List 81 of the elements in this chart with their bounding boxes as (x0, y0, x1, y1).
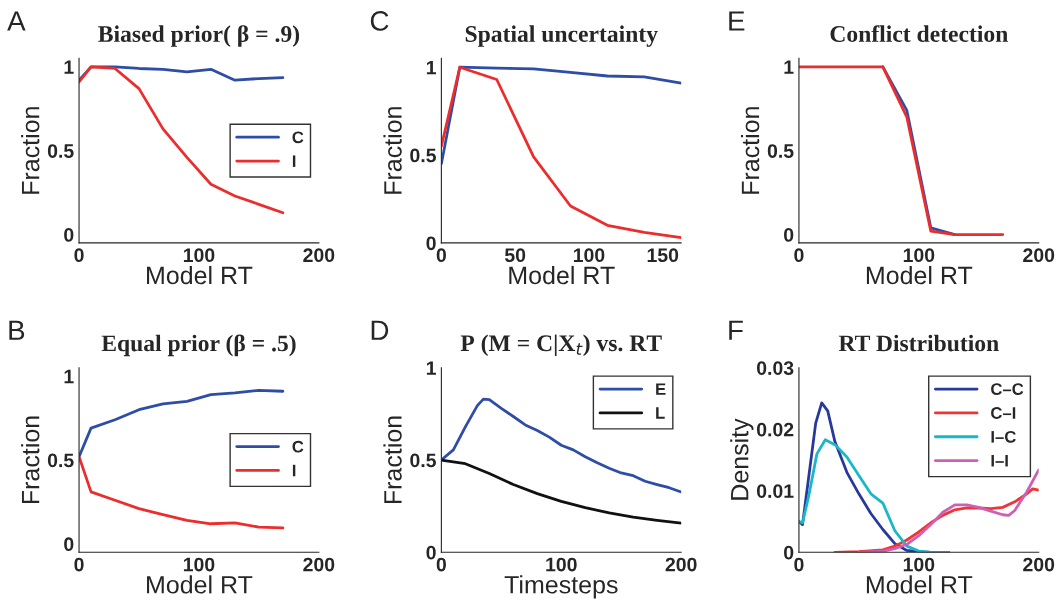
legend-label: C (292, 131, 304, 144)
y-tick-label: 0 (64, 537, 74, 552)
y-tick-label: 0 (784, 545, 794, 560)
x-tick-label: 50 (504, 248, 526, 263)
chart-title: P (M = C|X$_{t}$) vs. RT (460, 334, 662, 357)
chart-title: Spatial uncertainty (465, 25, 658, 47)
text: D (371, 320, 389, 340)
legend-label: E (656, 383, 666, 395)
text: F (729, 320, 743, 340)
y-tick-label: 1 (64, 60, 74, 74)
legend-label: I–I (991, 454, 1008, 467)
chart-title: Biased prior( β = .9) (98, 25, 300, 47)
x-tick-label: 100 (183, 248, 215, 263)
y-tick-label: 1 (64, 369, 74, 384)
line-series (798, 65, 1005, 236)
chart-title: Conflict detection (830, 25, 1008, 42)
text: A (7, 11, 26, 31)
line-series (441, 397, 682, 494)
y-tick-label: 0.01 (757, 484, 794, 499)
y-tick-label: 0.5 (410, 148, 436, 163)
x-tick-label: 100 (903, 557, 935, 572)
y-tick-label: 0.02 (757, 422, 794, 437)
y-axis-title: Density (730, 418, 754, 500)
y-tick-label: 0 (426, 545, 436, 560)
y-axis-title: Fraction (383, 107, 402, 194)
x-tick-label: 0 (794, 248, 804, 263)
y-tick-label: 0.5 (47, 453, 74, 468)
line-series (857, 468, 1039, 553)
line-series (79, 65, 285, 215)
y-tick-label: 0.5 (410, 453, 436, 468)
chart-title: Equal prior (β = .5) (101, 334, 296, 357)
line-series (441, 458, 682, 525)
line-series (798, 438, 951, 553)
x-axis-title: Model RT (509, 265, 615, 285)
x-tick-label: 150 (647, 248, 679, 263)
y-tick-label: 0.5 (767, 144, 794, 158)
legend-label: C (292, 440, 304, 453)
x-tick-label: 200 (303, 248, 335, 263)
x-tick-label: 0 (794, 557, 804, 572)
x-tick-label: 200 (665, 557, 697, 572)
x-tick-label: 0 (436, 557, 446, 572)
x-axis-title: Timesteps (504, 575, 618, 599)
y-axis-title: Fraction (383, 416, 402, 504)
x-axis-title: Model RT (866, 575, 973, 594)
x-tick-label: 100 (183, 557, 215, 572)
legend-label: I–C (991, 430, 1016, 443)
x-tick-label: 0 (436, 248, 446, 263)
legend-label: L (656, 407, 665, 419)
x-tick-label: 200 (1023, 557, 1055, 572)
y-tick-label: 0 (426, 236, 436, 251)
y-tick-label: 0 (784, 228, 794, 242)
legend-label: C–I (991, 407, 1016, 419)
legend-label: C–C (991, 383, 1024, 396)
text: C (370, 11, 389, 31)
x-axis-title: Model RT (147, 575, 253, 594)
text: B (9, 320, 25, 340)
y-tick-label: 0.5 (47, 144, 74, 158)
chart-title: RT Distribution (838, 334, 999, 352)
y-axis-title: Fraction (21, 416, 40, 504)
x-tick-label: 0 (74, 248, 84, 263)
x-axis-title: Model RT (147, 265, 253, 285)
x-tick-label: 0 (74, 557, 84, 572)
line-series (79, 455, 285, 530)
y-axis-title: Fraction (740, 107, 760, 194)
legend-label: I (292, 464, 296, 477)
x-tick-label: 200 (303, 557, 335, 572)
line-series (441, 65, 682, 240)
y-tick-label: 1 (426, 60, 436, 75)
line-series (79, 389, 285, 459)
legend-label: I (292, 155, 296, 167)
x-tick-label: 100 (573, 248, 605, 263)
y-tick-label: 1 (784, 60, 794, 74)
x-axis-title: Model RT (866, 265, 973, 285)
x-tick-label: 100 (546, 557, 577, 572)
y-tick-label: 0 (64, 228, 74, 242)
y-tick-label: 1 (426, 361, 436, 375)
x-tick-label: 200 (1023, 248, 1055, 263)
y-axis-title: Fraction (21, 107, 40, 194)
text: E (729, 11, 745, 31)
x-tick-label: 100 (903, 248, 935, 263)
y-tick-label: 0.03 (757, 361, 794, 376)
